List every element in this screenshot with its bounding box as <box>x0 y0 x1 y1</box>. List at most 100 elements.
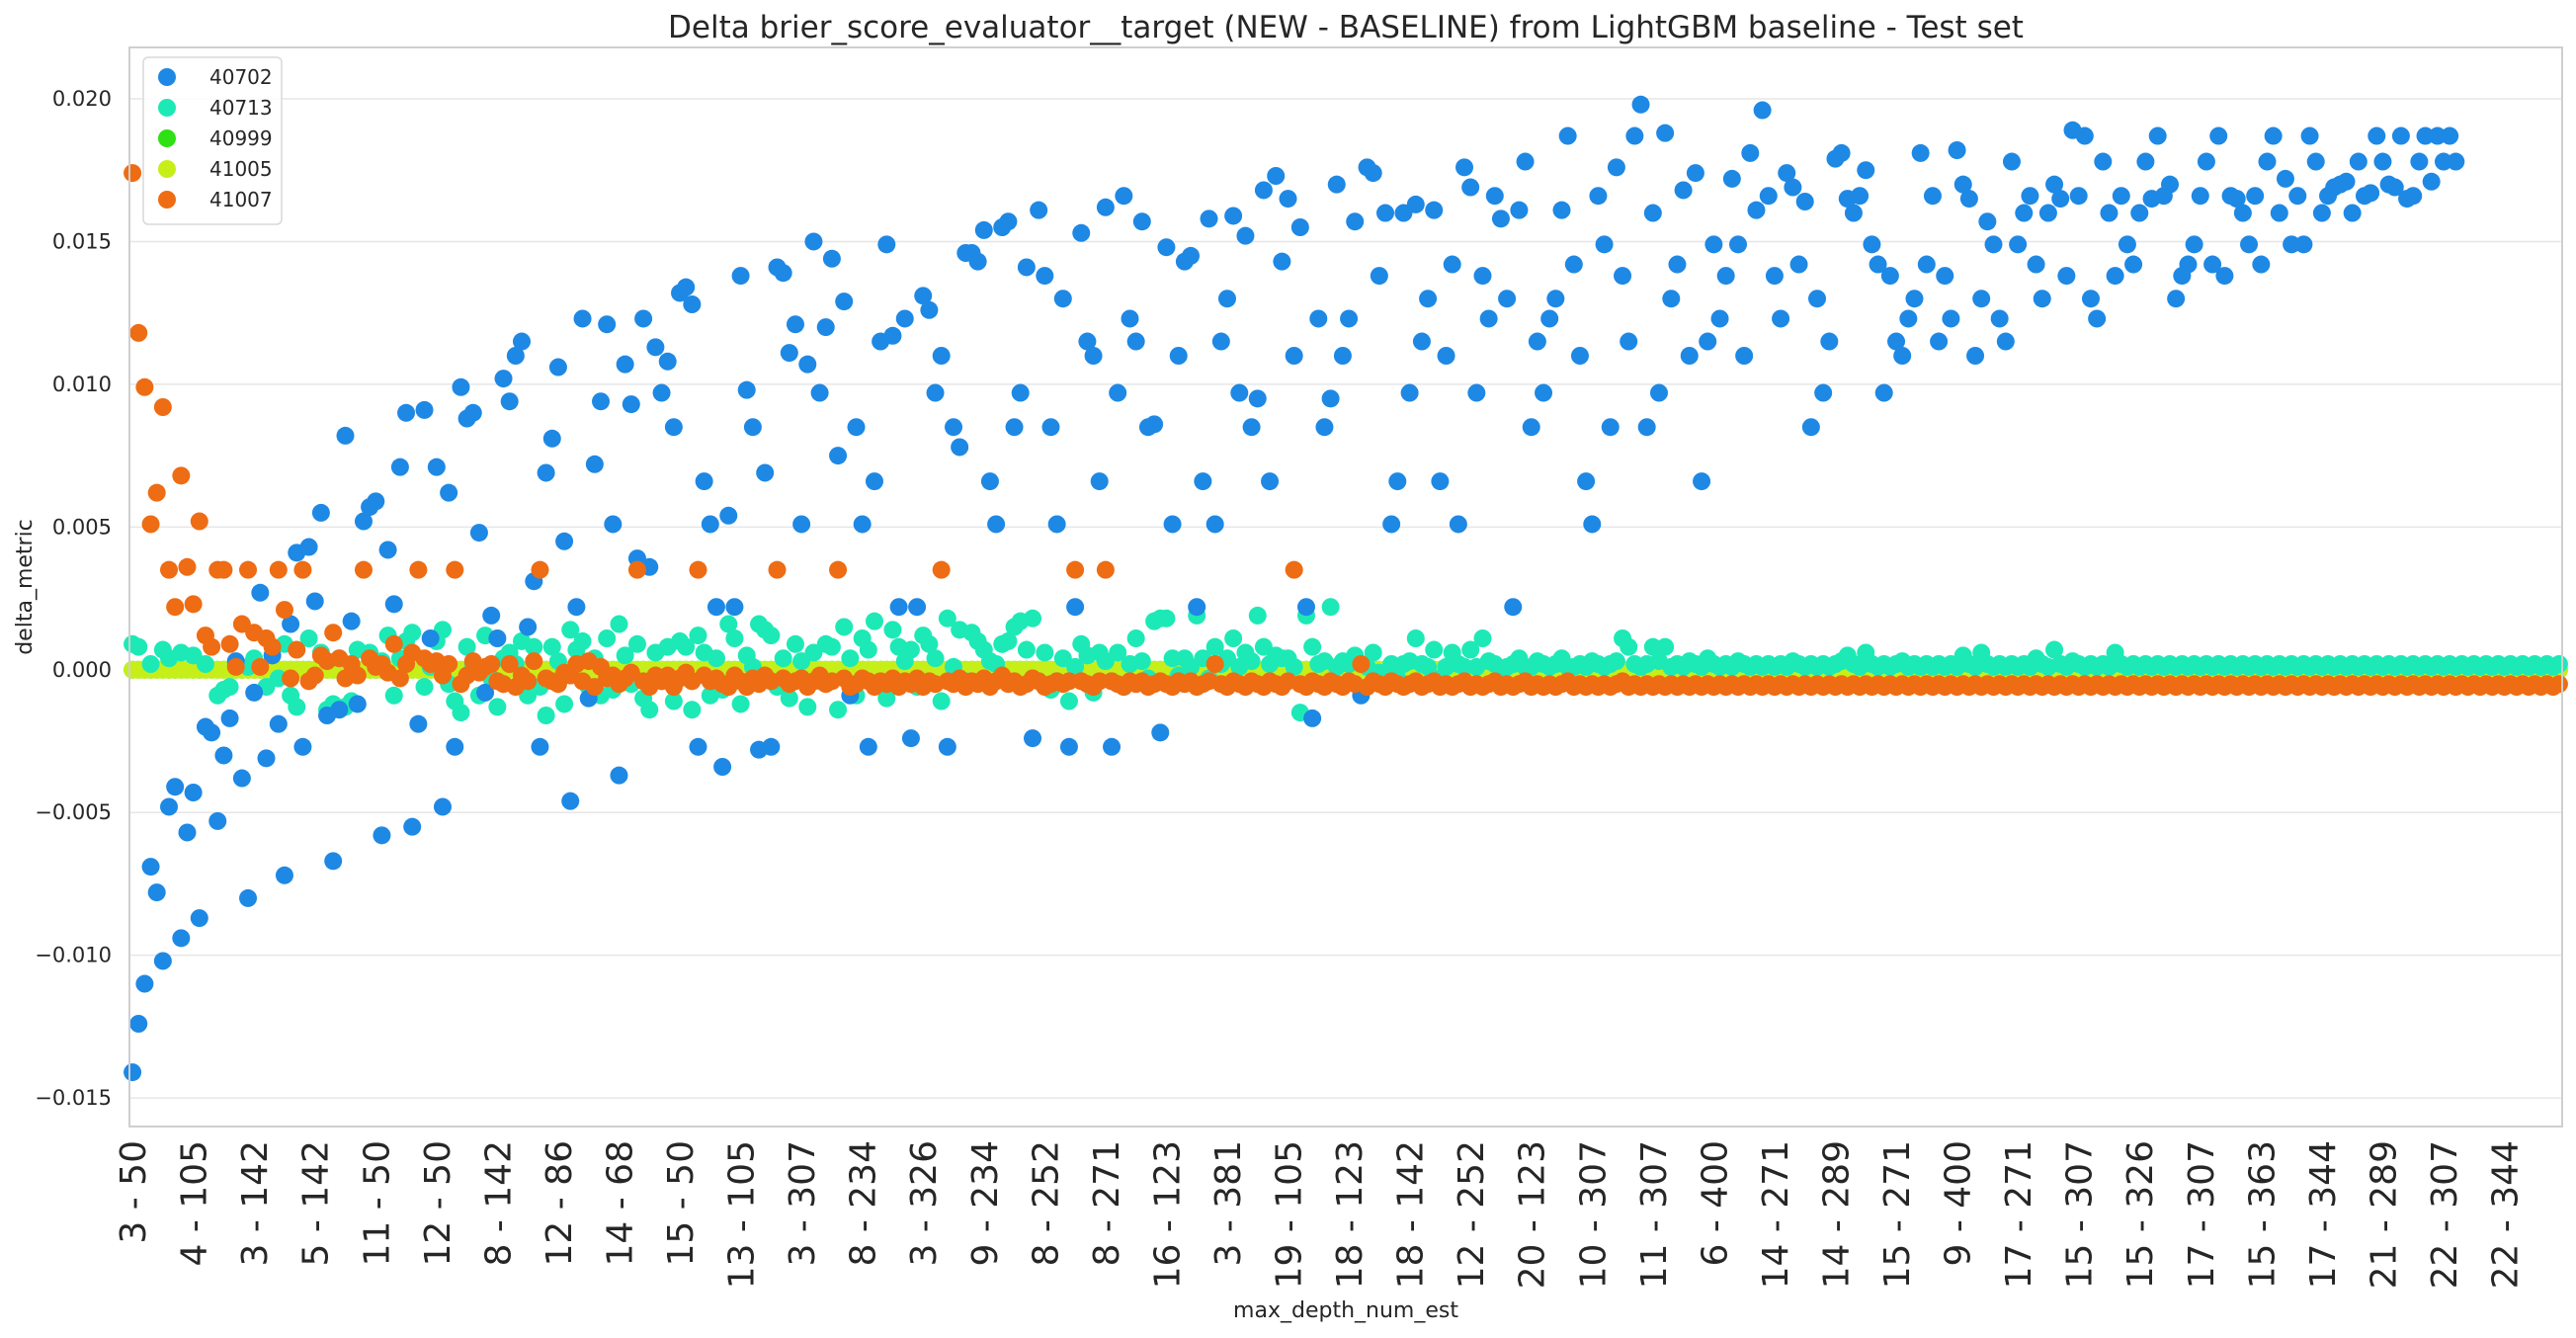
x-tick-label: 15 - 363 <box>2242 1140 2283 1289</box>
data-point <box>160 560 179 579</box>
data-point <box>1674 181 1693 200</box>
data-point <box>1370 267 1388 286</box>
data-point <box>2069 187 2088 206</box>
y-tick-label: 0.015 <box>52 229 112 253</box>
data-point <box>184 784 203 801</box>
x-tick-label: 17 - 271 <box>1999 1140 2039 1289</box>
data-point <box>1772 309 1790 328</box>
data-point <box>2343 204 2362 222</box>
data-point <box>841 649 860 668</box>
data-point <box>938 609 956 627</box>
data-point <box>239 560 258 579</box>
data-point <box>336 426 355 445</box>
x-tick-label: 18 - 123 <box>1330 1140 1371 1289</box>
data-point <box>226 657 245 676</box>
data-point <box>2306 152 2325 171</box>
data-point <box>440 483 458 502</box>
data-point <box>2081 290 2100 308</box>
data-point <box>305 666 324 685</box>
data-point <box>269 669 288 688</box>
data-point <box>1163 515 1182 534</box>
x-tick-label: 3 - 50 <box>114 1140 154 1244</box>
data-point <box>178 557 197 576</box>
data-point <box>1194 472 1212 491</box>
data-point <box>1388 472 1407 491</box>
data-point <box>124 1063 142 1082</box>
data-point <box>190 909 208 928</box>
data-point <box>1066 560 1085 579</box>
x-tick-label: 5 - 142 <box>296 1140 337 1267</box>
data-point <box>525 637 543 656</box>
x-tick-label: 8 - 142 <box>478 1140 519 1267</box>
data-point <box>494 370 513 388</box>
data-point <box>883 326 902 345</box>
data-point <box>1200 209 1218 228</box>
data-point <box>1570 347 1589 365</box>
data-point <box>555 695 574 713</box>
data-point <box>1607 158 1625 177</box>
data-point <box>1419 657 1438 676</box>
data-point <box>1364 643 1382 662</box>
data-point <box>616 355 634 374</box>
x-tick-label: 3 - 142 <box>235 1140 276 1267</box>
x-tick-label: 9 - 234 <box>965 1140 1006 1267</box>
x-tick-label: 3 - 326 <box>904 1140 945 1267</box>
data-point <box>1643 204 1662 222</box>
x-tick-label: 12 - 50 <box>418 1140 458 1267</box>
data-point <box>1090 472 1109 491</box>
data-point <box>1121 309 1139 328</box>
data-point <box>1583 515 1602 534</box>
data-point <box>1182 246 1201 265</box>
data-point <box>835 293 854 311</box>
y-tick-label: 0.020 <box>52 87 112 111</box>
data-point <box>147 483 166 502</box>
data-point <box>798 355 817 374</box>
data-point <box>415 400 434 419</box>
data-point <box>141 515 160 534</box>
data-point <box>1589 187 1608 206</box>
data-point <box>2349 152 2368 171</box>
data-point <box>2033 290 2051 308</box>
data-point <box>1911 143 1930 162</box>
data-point <box>2410 152 2429 171</box>
data-point <box>762 737 781 756</box>
data-point <box>2124 255 2143 274</box>
data-point <box>1132 652 1151 671</box>
data-point <box>1656 124 1675 142</box>
data-point <box>2428 126 2447 145</box>
data-point <box>2447 152 2465 171</box>
data-point <box>1217 290 1236 308</box>
data-point <box>153 398 172 416</box>
data-point <box>2045 640 2064 659</box>
y-axis: −0.015 −0.010 −0.005 0.000 0.005 0.010 0.015 0.… <box>35 87 112 1110</box>
x-tick-label: 6 - 400 <box>1695 1140 1735 1267</box>
data-point <box>2434 152 2452 171</box>
data-point <box>452 704 470 722</box>
data-point <box>427 458 446 476</box>
x-tick-label: 20 - 123 <box>1513 1140 1553 1289</box>
data-point <box>652 383 671 402</box>
x-tick-label: 11 - 307 <box>1634 1140 1675 1289</box>
x-tick-label: 3 - 307 <box>783 1140 823 1267</box>
x-tick-label: 22 - 307 <box>2425 1140 2465 1289</box>
data-point <box>2203 255 2222 274</box>
data-point <box>1747 201 1766 219</box>
data-point <box>1115 187 1133 206</box>
data-point <box>908 598 927 617</box>
data-point <box>865 612 883 630</box>
data-point <box>980 472 999 491</box>
data-point <box>1296 598 1315 617</box>
legend-label: 41007 <box>209 188 273 211</box>
data-point <box>768 560 787 579</box>
data-point <box>1795 193 1814 210</box>
legend-item: 40702 <box>158 65 273 89</box>
data-point <box>999 212 1018 231</box>
data-point <box>2038 204 2057 222</box>
data-point <box>1491 209 1510 228</box>
data-point <box>1419 290 1438 308</box>
data-point <box>214 746 233 765</box>
data-point <box>124 164 142 183</box>
data-point <box>1857 161 1875 180</box>
data-point <box>1090 672 1109 691</box>
x-tick-label: 17 - 307 <box>2182 1140 2222 1289</box>
